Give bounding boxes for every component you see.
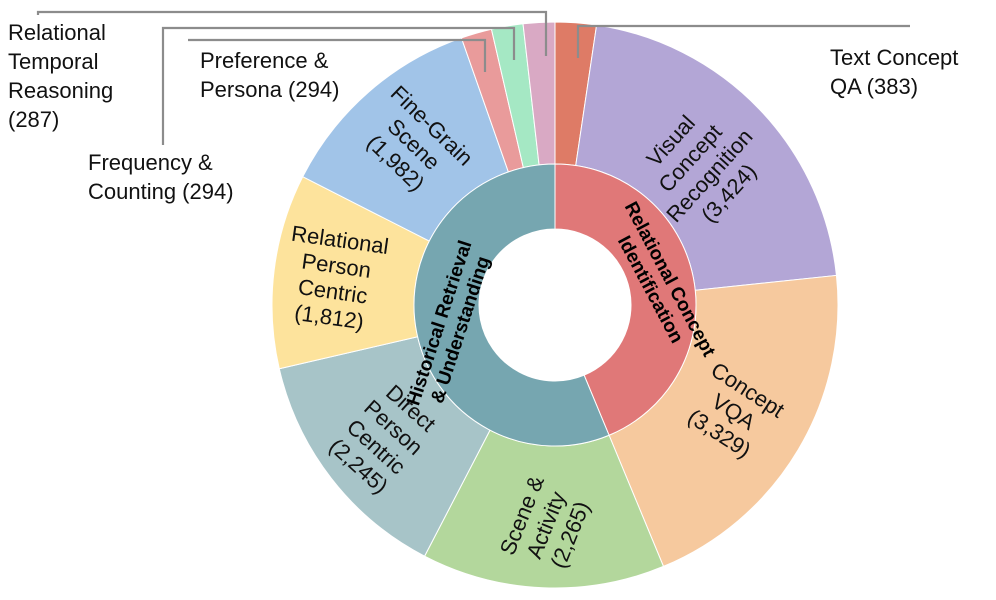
leader-text-concept-qa: [576, 24, 910, 58]
ext-label-relational-temporal-reasoning-line-3: Reasoning: [8, 78, 113, 103]
ext-label-preference-and-persona-line-2: Persona (294): [200, 77, 339, 102]
leader-lines: [36, 10, 910, 145]
ext-label-text-concept-qa-line-1: Text Concept: [830, 45, 958, 70]
leader-preference-and-persona: [36, 10, 548, 56]
ext-label-relational-temporal-reasoning-line-2: Temporal: [8, 49, 98, 74]
ext-label-frequency-and-counting-line-1: Frequency &: [88, 150, 213, 175]
leader-relational-temporal-reasoning: [188, 38, 487, 72]
ext-label-preference-and-persona-line-1: Preference &: [200, 48, 329, 73]
outer-ring: [271, 21, 839, 589]
ext-label-text-concept-qa-line-2: QA (383): [830, 74, 918, 99]
center-hole: [479, 229, 631, 381]
ext-label-relational-temporal-reasoning-line-1: Relational: [8, 20, 106, 45]
leader-frequency-and-counting: [161, 26, 516, 145]
ext-label-frequency-and-counting-line-2: Counting (294): [88, 179, 234, 204]
ext-label-relational-temporal-reasoning-line-4: (287): [8, 107, 59, 132]
